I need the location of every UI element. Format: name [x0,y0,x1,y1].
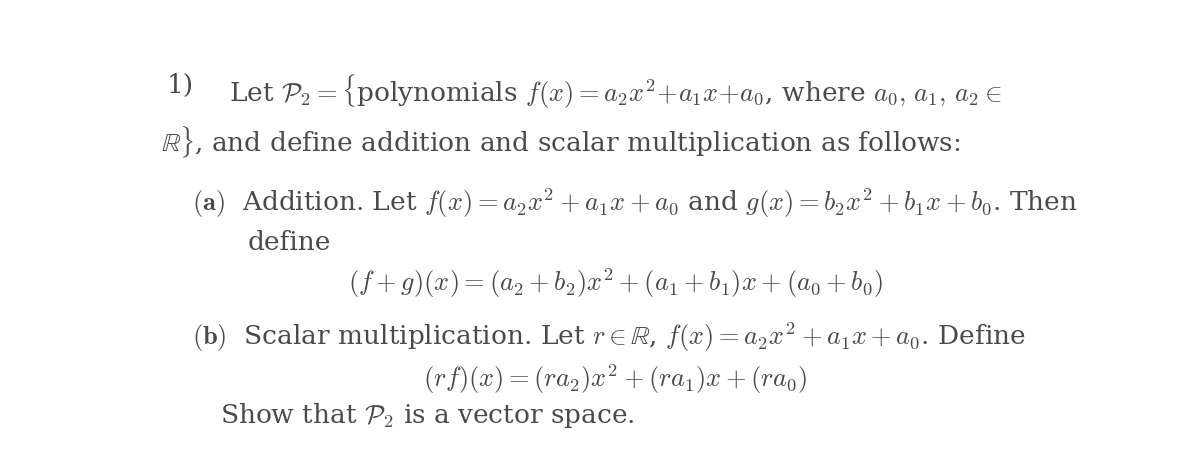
Text: Show that $\mathcal{P}_2$ is a vector space.: Show that $\mathcal{P}_2$ is a vector sp… [220,401,635,430]
Text: $(rf)(x) = (ra_2)x^2 + (ra_1)x + (ra_0)$: $(rf)(x) = (ra_2)x^2 + (ra_1)x + (ra_0)$ [422,362,808,396]
Text: $\mathbf{(a)}$  Addition. Let $f(x) = a_2x^2 + a_1x + a_0$ and $g(x) = b_2x^2 + : $\mathbf{(a)}$ Addition. Let $f(x) = a_2… [192,187,1078,220]
Text: $\mathbf{(b)}$  Scalar multiplication. Let $r \in \mathbb{R}$, $f(x) = a_2x^2 + : $\mathbf{(b)}$ Scalar multiplication. Le… [192,321,1026,354]
Text: $(f + g)(x) = (a_2 + b_2)x^2 + (a_1 + b_1)x + (a_0 + b_0)$: $(f + g)(x) = (a_2 + b_2)x^2 + (a_1 + b_… [348,266,882,300]
Text: 1): 1) [167,73,194,98]
Text: Let $\mathcal{P}_2 = \{$polynomials $f(x) = a_2x^2\!+\!a_1x\!+\!a_0$, where $a_0: Let $\mathcal{P}_2 = \{$polynomials $f(x… [229,73,1001,111]
Text: $\mathbb{R}\}$, and define addition and scalar multiplication as follows:: $\mathbb{R}\}$, and define addition and … [161,125,961,160]
Text: define: define [247,230,331,255]
